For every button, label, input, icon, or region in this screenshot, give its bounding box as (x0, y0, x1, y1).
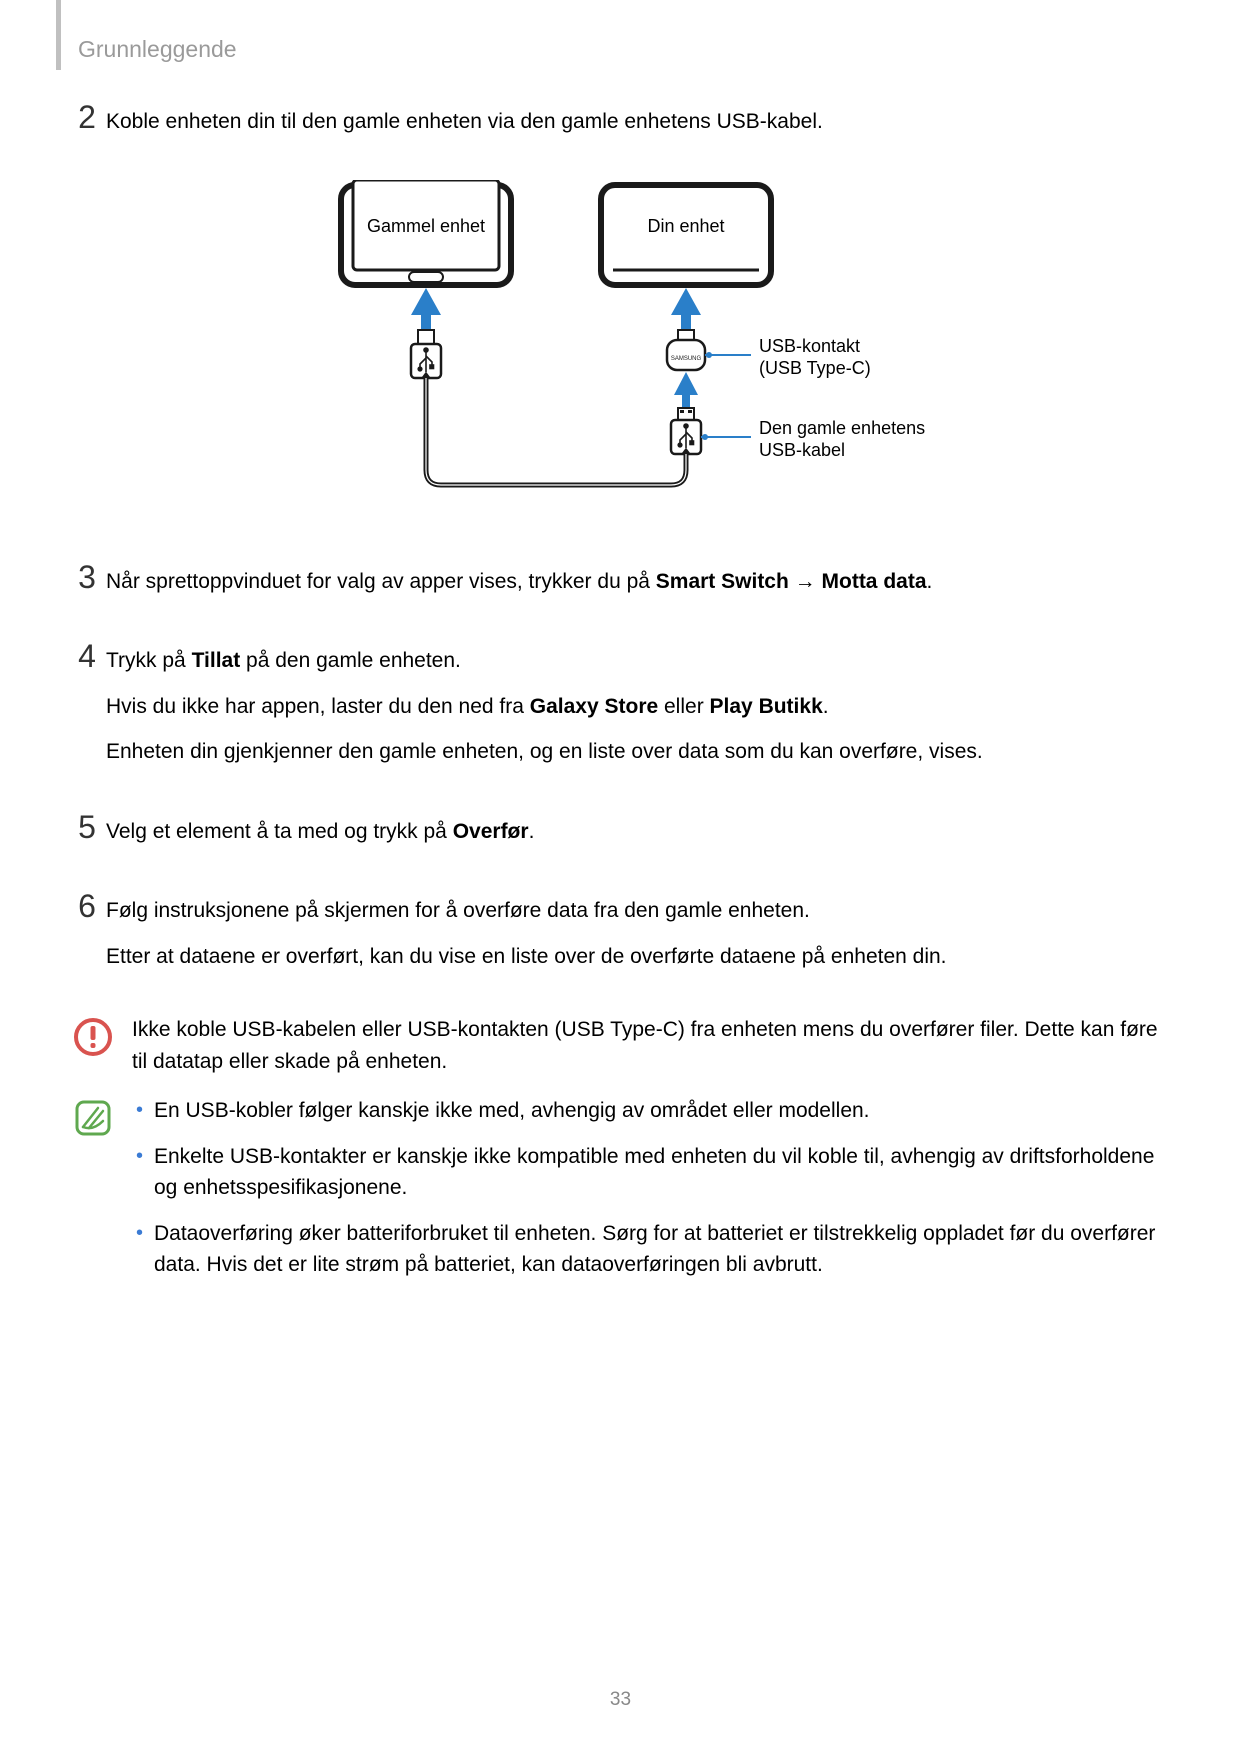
step-text: Når sprettoppvinduet for valg av apper v… (106, 566, 1169, 598)
step-text-1: Følg instruksjonene på skjermen for å ov… (106, 895, 1169, 927)
step-number: 5 (72, 810, 102, 862)
page-header: Grunnleggende (78, 32, 237, 67)
content-area: 2 Koble enheten din til den gamle enhete… (72, 100, 1169, 1313)
usb-c-label-1: USB-kontakt (759, 336, 860, 356)
arrow-mid (674, 372, 698, 408)
cable-label-1: Den gamle enhetens (759, 418, 925, 438)
step-4: 4 Trykk på Tillat på den gamle enheten. … (72, 639, 1169, 782)
warning-note: Ikke koble USB-kabelen eller USB-kontakt… (72, 1014, 1169, 1077)
step-number: 2 (72, 100, 102, 152)
step-2: 2 Koble enheten din til den gamle enhete… (72, 100, 1169, 152)
step-text: Koble enheten din til den gamle enheten … (106, 106, 1169, 138)
arrow-old (411, 288, 441, 330)
page-number: 33 (0, 1686, 1241, 1715)
old-device-label: Gammel enhet (366, 216, 484, 236)
warning-icon (72, 1016, 114, 1058)
connection-diagram: Gammel enhet Din enhet (72, 180, 1169, 520)
note-item: Dataoverføring øker batteriforbruket til… (132, 1218, 1169, 1281)
warning-text: Ikke koble USB-kabelen eller USB-kontakt… (132, 1014, 1169, 1077)
step-6: 6 Følg instruksjonene på skjermen for å … (72, 889, 1169, 986)
step-5: 5 Velg et element å ta med og trykk på O… (72, 810, 1169, 862)
step-number: 6 (72, 889, 102, 986)
info-notes: En USB-kobler følger kanskje ikke med, a… (72, 1095, 1169, 1295)
step-text: Velg et element å ta med og trykk på Ove… (106, 816, 1169, 848)
arrow-new (671, 288, 701, 330)
usb-c-connector: SAMSUNG (667, 330, 705, 370)
step-text-2: Hvis du ikke har appen, laster du den ne… (106, 691, 1169, 723)
old-device: Gammel enhet (341, 180, 511, 285)
step-text-1: Trykk på Tillat på den gamle enheten. (106, 645, 1169, 677)
usb-plug-old (411, 330, 441, 378)
step-text-2: Etter at dataene er overført, kan du vis… (106, 941, 1169, 973)
step-number: 3 (72, 560, 102, 612)
note-item: En USB-kobler følger kanskje ikke med, a… (132, 1095, 1169, 1127)
cable-label-2: USB-kabel (759, 440, 845, 460)
new-device-label: Din enhet (647, 216, 724, 236)
note-icon (72, 1097, 114, 1139)
note-item: Enkelte USB-kontakter er kanskje ikke ko… (132, 1141, 1169, 1204)
step-text-3: Enheten din gjenkjenner den gamle enhete… (106, 736, 1169, 768)
usb-plug-cable (671, 408, 701, 454)
header-accent (56, 0, 61, 70)
svg-text:SAMSUNG: SAMSUNG (670, 356, 701, 362)
new-device: Din enhet (601, 185, 771, 285)
usb-cable (426, 378, 686, 485)
step-number: 4 (72, 639, 102, 782)
step-3: 3 Når sprettoppvinduet for valg av apper… (72, 560, 1169, 612)
usb-c-label-2: (USB Type-C) (759, 358, 871, 378)
